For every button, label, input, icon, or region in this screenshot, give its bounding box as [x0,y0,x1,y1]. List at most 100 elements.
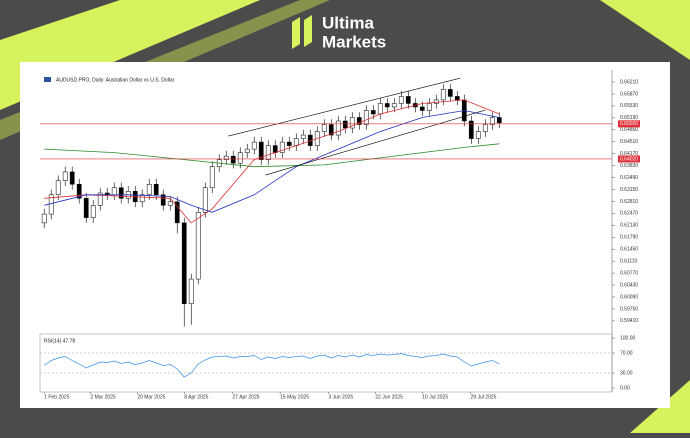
candle-body [167,201,173,206]
y-tick-label: 0.62470 [620,211,638,217]
level-label: 0.65020 [620,121,638,127]
y-tick-label: 0.61110 [620,258,638,264]
logo: Ultima Markets [292,13,386,51]
candle-body [363,110,369,125]
indicator-line [43,353,500,378]
chart-title: AUDUSD.PRO, Daily: Australian Dollar vs … [56,77,175,83]
candle-body [405,96,411,104]
candle-body [468,120,474,139]
candle-body [286,141,292,146]
y-tick-label: 0.60090 [620,294,638,300]
candle-body [398,96,404,104]
x-tick-label: 8 Apr 2025 [184,394,208,400]
candle-body [328,124,334,136]
candle-body [76,183,82,199]
candle-body [482,124,488,132]
y-tick-label: 0.59410 [620,318,638,324]
logo-icon [304,15,312,47]
candle-body [272,145,278,153]
candle-body [419,106,425,111]
candle-body [188,278,194,304]
x-tick-label: 29 Jul 2025 [471,394,497,400]
candle-body [293,138,299,146]
candle-body [447,89,453,97]
candle-body [251,141,257,150]
y-tick-label: 0.64170 [620,151,638,157]
y-tick-label: 0.65530 [620,103,638,109]
candle-body [475,131,481,139]
level-label: 0.64020 [620,156,638,162]
y-tick-label: 0.66210 [620,79,638,85]
x-tick-label: 2 Mar 2025 [90,394,116,400]
trend-line [228,77,461,137]
candle-body [83,198,89,218]
candle-body [454,96,460,101]
moving-average [44,143,500,168]
candle-body [90,205,96,218]
candle-body [230,155,236,164]
candle-body [237,152,243,164]
candle-body [370,110,376,115]
candle-body [223,155,229,160]
y-tick-label: 0.62810 [620,199,638,205]
x-tick-label: 3 Jun 2025 [328,394,353,400]
x-tick-label: 15 May 2025 [280,394,309,400]
candle-body [300,134,306,139]
indicator-frame [39,333,613,393]
candle-body [111,187,117,196]
candle-body [265,145,271,160]
candle-body [160,194,166,206]
x-tick-label: 1 Feb 2025 [44,394,70,400]
x-tick-label: 27 Apr 2025 [233,394,260,400]
level-label-box [618,120,640,128]
y-tick-label: 0.00 [620,385,630,391]
y-tick-label: 30.00 [620,370,633,376]
y-tick-label: 0.65870 [620,91,638,97]
y-tick-label: 100.00 [620,335,636,341]
y-tick-label: 0.62130 [620,223,638,229]
candle-body [146,183,152,196]
candle-body [97,192,103,206]
candle-body [377,103,383,115]
moving-average [44,99,500,224]
candle-body [209,166,215,188]
y-tick-label: 0.63150 [620,187,638,193]
y-tick-label: 0.64510 [620,139,638,145]
y-tick-label: 0.60770 [620,270,638,276]
brand-name: Ultima [322,13,375,32]
candle-body [433,99,439,104]
y-tick-label: 0.59750 [620,306,638,312]
chart-panel [20,62,670,408]
y-tick-label: 0.64850 [620,127,638,133]
candle-body [440,89,446,101]
indicator-title: RSI(14) 47.78 [44,338,75,344]
y-tick-label: 0.61790 [620,235,638,241]
candle-body [153,183,159,196]
candle-body [41,213,47,224]
candle-body [69,171,75,185]
candle-body [356,117,362,125]
trend-line [265,109,486,176]
decor-shape [600,0,690,60]
x-tick-label: 22 Jun 2025 [375,394,403,400]
candle-body [321,124,327,132]
y-tick-label: 0.60430 [620,282,638,288]
candle-body [62,171,68,181]
candle-body [244,148,250,153]
candle-body [335,120,341,136]
moving-average [44,110,500,213]
brand-name: Markets [322,32,386,51]
candle-body [349,117,355,129]
plot: 0.66210 0.65870 0.65530 0.65190 0.64850 0.645… [40,77,640,400]
x-tick-label: 10 Jul 2025 [422,394,448,400]
symbol-icon [44,77,51,82]
candle-body [489,117,495,125]
y-tick-label: 0.63490 [620,175,638,181]
candle-body [426,103,432,111]
candle-body [342,120,348,129]
candle-body [195,212,201,280]
candle-body [384,103,390,108]
candle-body [496,117,502,124]
